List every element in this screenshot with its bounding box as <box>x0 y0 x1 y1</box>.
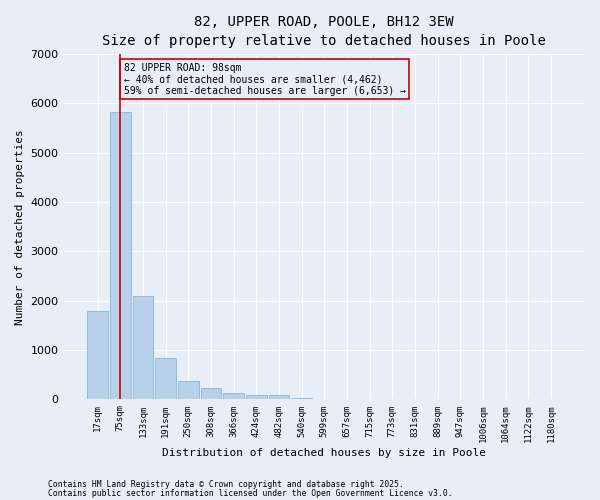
Bar <box>178 381 199 400</box>
Bar <box>269 395 289 400</box>
Bar <box>87 310 108 400</box>
Text: 82 UPPER ROAD: 98sqm
← 40% of detached houses are smaller (4,462)
59% of semi-de: 82 UPPER ROAD: 98sqm ← 40% of detached h… <box>124 62 406 96</box>
Title: 82, UPPER ROAD, POOLE, BH12 3EW
Size of property relative to detached houses in : 82, UPPER ROAD, POOLE, BH12 3EW Size of … <box>103 15 546 48</box>
Bar <box>291 398 312 400</box>
Text: Contains public sector information licensed under the Open Government Licence v3: Contains public sector information licen… <box>48 488 452 498</box>
Bar <box>110 112 131 400</box>
X-axis label: Distribution of detached houses by size in Poole: Distribution of detached houses by size … <box>162 448 486 458</box>
Bar <box>155 358 176 400</box>
Bar <box>133 296 154 400</box>
Y-axis label: Number of detached properties: Number of detached properties <box>15 129 25 324</box>
Text: Contains HM Land Registry data © Crown copyright and database right 2025.: Contains HM Land Registry data © Crown c… <box>48 480 404 489</box>
Bar <box>223 393 244 400</box>
Bar <box>246 395 267 400</box>
Bar <box>200 388 221 400</box>
